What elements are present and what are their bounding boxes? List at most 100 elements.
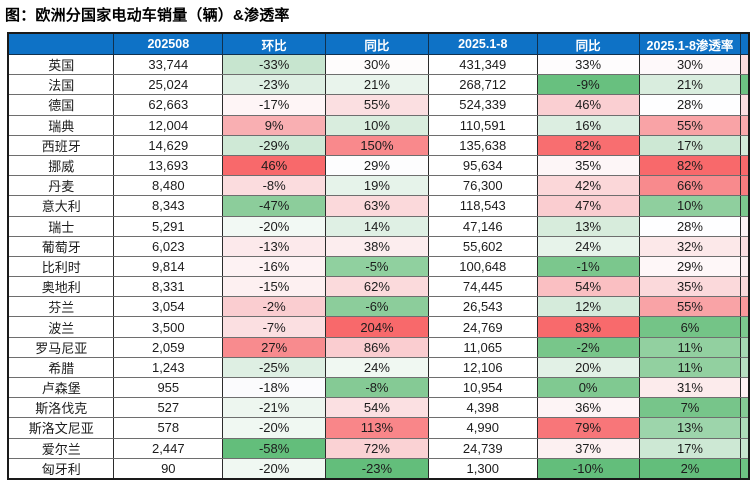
value-cell: 24% (536, 235, 640, 257)
value-cell: -47% (222, 195, 327, 217)
value-cell: 10,954 (427, 376, 538, 399)
value-cell: 55% (638, 296, 742, 318)
table-row: 比利时 9,814 -16% -5% 100,648 -1% 29% (7, 255, 750, 278)
value-cell: -21% (222, 397, 327, 419)
value-cell: -9% (536, 74, 640, 96)
value-cell: -15% (222, 276, 327, 298)
value-cell: 14% (325, 215, 429, 237)
table-row: 匈牙利 90 -20% -23% 1,300 -10% 2% (7, 457, 750, 480)
value-cell: 17% (638, 134, 742, 156)
table-row: 英国 33,744 -33% 30% 431,349 33% 30% (7, 53, 750, 76)
value-cell: 28% (638, 215, 742, 237)
country-cell: 斯洛文尼亚 (7, 417, 115, 439)
edge-cell (740, 154, 750, 177)
value-cell: 90 (113, 457, 224, 480)
column-header-6: 2025.1-8渗透率 (638, 32, 742, 55)
value-cell: 62,663 (113, 94, 224, 116)
value-cell: 13,693 (113, 154, 224, 177)
value-cell: 32% (638, 235, 742, 257)
value-cell: 30% (325, 53, 429, 76)
table-row: 奥地利 8,331 -15% 62% 74,445 54% 35% (7, 276, 750, 298)
value-cell: -2% (222, 296, 327, 318)
edge-cell (740, 53, 750, 76)
edge-cell (740, 276, 750, 298)
value-cell: 21% (638, 74, 742, 96)
value-cell: -5% (325, 255, 429, 278)
value-cell: 46% (222, 154, 327, 177)
table-body: 英国 33,744 -33% 30% 431,349 33% 30% 法国 25,024 -23%… (7, 53, 750, 480)
value-cell: 113% (325, 417, 429, 439)
value-cell: 9% (222, 114, 327, 136)
edge-cell (740, 336, 750, 358)
edge-cell (740, 235, 750, 257)
value-cell: 2% (638, 457, 742, 480)
value-cell: 24,769 (427, 316, 538, 338)
country-cell: 奥地利 (7, 276, 115, 298)
value-cell: -2% (536, 336, 640, 358)
edge-cell (740, 215, 750, 237)
edge-cell (740, 134, 750, 156)
value-cell: 47% (536, 195, 640, 217)
value-cell: 20% (536, 356, 640, 379)
value-cell: 204% (325, 316, 429, 338)
value-cell: 55,602 (427, 235, 538, 257)
value-cell: 83% (536, 316, 640, 338)
value-cell: 6,023 (113, 235, 224, 257)
column-header-3: 同比 (325, 32, 429, 55)
value-cell: 82% (536, 134, 640, 156)
value-cell: 8,343 (113, 195, 224, 217)
country-cell: 英国 (7, 53, 115, 76)
column-header-5: 同比 (536, 32, 640, 55)
value-cell: -25% (222, 356, 327, 379)
value-cell: -20% (222, 457, 327, 480)
edge-cell (740, 437, 750, 459)
value-cell: 86% (325, 336, 429, 358)
value-cell: 62% (325, 276, 429, 298)
value-cell: 4,990 (427, 417, 538, 439)
country-cell: 法国 (7, 74, 115, 96)
value-cell: 1,243 (113, 356, 224, 379)
value-cell: 24% (325, 356, 429, 379)
value-cell: 35% (536, 154, 640, 177)
country-cell: 瑞典 (7, 114, 115, 136)
table-row: 罗马尼亚 2,059 27% 86% 11,065 -2% 11% (7, 336, 750, 358)
value-cell: 31% (638, 376, 742, 399)
country-cell: 葡萄牙 (7, 235, 115, 257)
value-cell: -23% (325, 457, 429, 480)
table-header-row: 202508 环比 同比 2025.1-8 同比 2025.1-8渗透率 (7, 32, 750, 55)
country-cell: 西班牙 (7, 134, 115, 156)
value-cell: 2,059 (113, 336, 224, 358)
value-cell: 33,744 (113, 53, 224, 76)
value-cell: 54% (536, 276, 640, 298)
table-row: 斯洛伐克 527 -21% 54% 4,398 36% 7% (7, 397, 750, 419)
value-cell: 3,054 (113, 296, 224, 318)
value-cell: 95,634 (427, 154, 538, 177)
table-row: 斯洛文尼亚 578 -20% 113% 4,990 79% 13% (7, 417, 750, 439)
value-cell: 30% (638, 53, 742, 76)
table-row: 希腊 1,243 -25% 24% 12,106 20% 11% (7, 356, 750, 379)
country-cell: 爱尔兰 (7, 437, 115, 459)
value-cell: 118,543 (427, 195, 538, 217)
value-cell: 100,648 (427, 255, 538, 278)
value-cell: 25,024 (113, 74, 224, 96)
column-header-edge (740, 32, 750, 55)
table-row: 卢森堡 955 -18% -8% 10,954 0% 31% (7, 376, 750, 399)
table-row: 爱尔兰 2,447 -58% 72% 24,739 37% 17% (7, 437, 750, 459)
value-cell: 12,004 (113, 114, 224, 136)
value-cell: 11% (638, 356, 742, 379)
value-cell: 79% (536, 417, 640, 439)
value-cell: -1% (536, 255, 640, 278)
value-cell: 10% (325, 114, 429, 136)
table-row: 德国 62,663 -17% 55% 524,339 46% 28% (7, 94, 750, 116)
table-row: 法国 25,024 -23% 21% 268,712 -9% 21% (7, 74, 750, 96)
value-cell: -18% (222, 376, 327, 399)
value-cell: -13% (222, 235, 327, 257)
value-cell: -20% (222, 417, 327, 439)
value-cell: 28% (638, 94, 742, 116)
country-cell: 芬兰 (7, 296, 115, 318)
value-cell: 4,398 (427, 397, 538, 419)
value-cell: 527 (113, 397, 224, 419)
value-cell: 29% (325, 154, 429, 177)
value-cell: 955 (113, 376, 224, 399)
value-cell: 55% (638, 114, 742, 136)
